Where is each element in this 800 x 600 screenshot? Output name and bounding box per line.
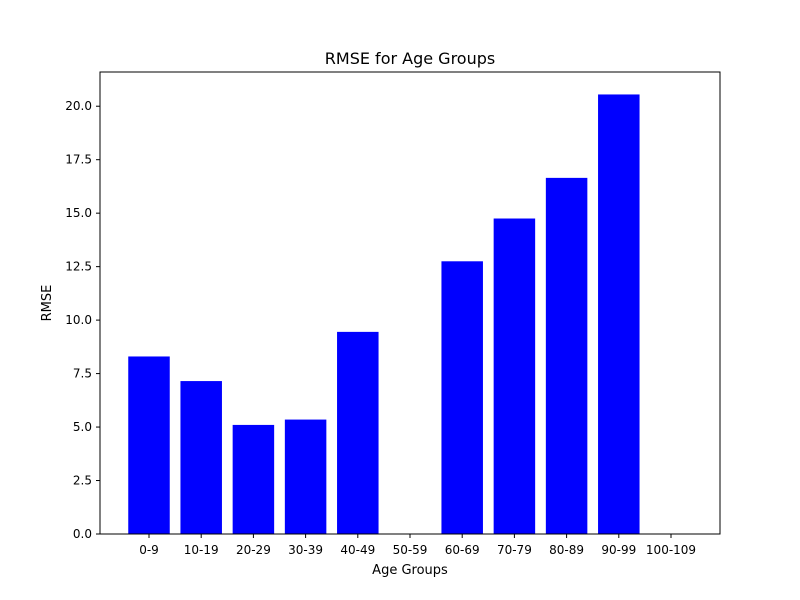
x-tick-label: 100-109 bbox=[646, 543, 696, 557]
y-tick-label: 0.0 bbox=[73, 527, 92, 541]
y-tick-label: 20.0 bbox=[65, 99, 92, 113]
x-tick-label: 60-69 bbox=[445, 543, 480, 557]
y-axis-label: RMSE bbox=[40, 285, 55, 322]
x-tick-label: 80-89 bbox=[549, 543, 584, 557]
bar-80-89 bbox=[545, 177, 588, 534]
y-tick-label: 5.0 bbox=[73, 420, 92, 434]
bar-10-19 bbox=[180, 381, 222, 534]
bar-20-29 bbox=[232, 424, 275, 534]
x-tick-label: 90-99 bbox=[601, 543, 636, 557]
y-axis-ticks: 0.0 2.5 5.0 7.5 10.0 12.5 15.0 17.5 20.0 bbox=[65, 99, 100, 541]
x-tick-label: 20-29 bbox=[236, 543, 271, 557]
bar-30-39 bbox=[284, 419, 327, 534]
y-tick-label: 15.0 bbox=[65, 206, 92, 220]
bar-90-99 bbox=[598, 94, 640, 534]
bar-70-79 bbox=[493, 218, 536, 534]
y-tick-label: 12.5 bbox=[65, 260, 92, 274]
x-axis-ticks: 0-9 10-19 20-29 30-39 40-49 50-59 60-69 70-79 80… bbox=[139, 534, 696, 557]
x-tick-label: 10-19 bbox=[184, 543, 219, 557]
x-tick-label: 40-49 bbox=[340, 543, 375, 557]
y-tick-label: 7.5 bbox=[73, 367, 92, 381]
x-axis-label: Age Groups bbox=[372, 563, 448, 578]
bar-40-49 bbox=[337, 331, 379, 534]
y-tick-label: 2.5 bbox=[73, 474, 92, 488]
x-tick-label: 0-9 bbox=[139, 543, 159, 557]
x-tick-label: 70-79 bbox=[497, 543, 532, 557]
bar-series bbox=[128, 94, 640, 534]
y-tick-label: 17.5 bbox=[65, 153, 92, 167]
chart-title: RMSE for Age Groups bbox=[325, 49, 495, 68]
bar-60-69 bbox=[441, 261, 483, 534]
bar-0-9 bbox=[128, 356, 170, 534]
x-tick-label: 50-59 bbox=[393, 543, 428, 557]
y-tick-label: 10.0 bbox=[65, 313, 92, 327]
x-tick-label: 30-39 bbox=[288, 543, 323, 557]
